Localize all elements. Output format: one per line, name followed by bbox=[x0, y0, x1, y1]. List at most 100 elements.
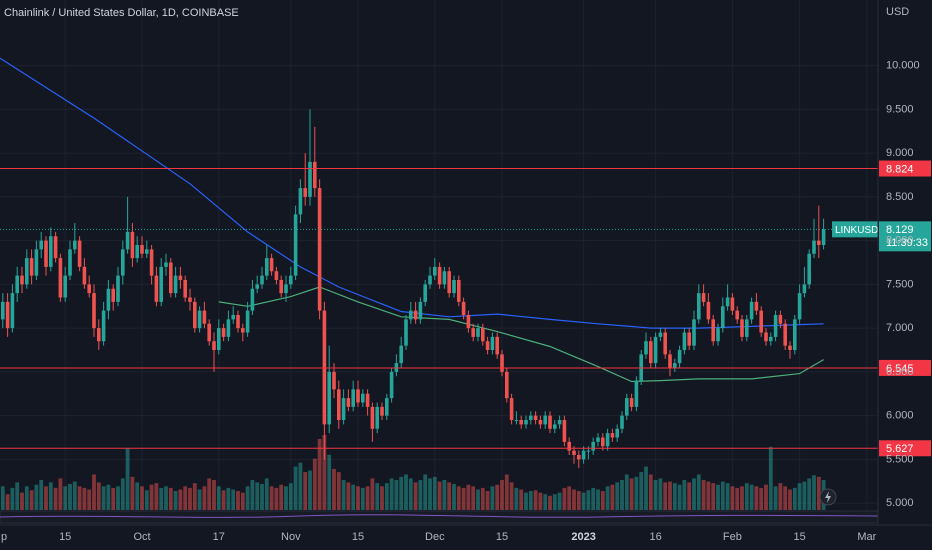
candle-body bbox=[634, 380, 639, 407]
candle-body bbox=[428, 275, 432, 285]
volume-bar bbox=[82, 487, 87, 510]
candle-body bbox=[298, 188, 303, 215]
volume-bar bbox=[682, 480, 687, 510]
candle-body bbox=[226, 319, 231, 337]
x-tick-label: 2023 bbox=[571, 531, 595, 543]
candle-body bbox=[495, 336, 499, 355]
volume-bar bbox=[720, 481, 725, 510]
volume-bar bbox=[663, 482, 668, 510]
candle-body bbox=[279, 280, 283, 294]
level-label: 8.824 bbox=[886, 163, 914, 175]
volume-bar bbox=[740, 486, 744, 510]
volume-bar bbox=[20, 492, 24, 510]
volume-bar bbox=[730, 486, 735, 510]
candle-body bbox=[519, 420, 523, 425]
candle-body bbox=[721, 306, 725, 329]
countdown-label: 11:39:33 bbox=[886, 237, 928, 249]
volume-bar bbox=[658, 478, 663, 510]
volume-bar bbox=[384, 483, 389, 510]
y-tick-label: 10.000 bbox=[886, 60, 920, 72]
volume-bar bbox=[34, 484, 39, 510]
candle-body bbox=[481, 328, 485, 342]
candle-body bbox=[101, 310, 106, 342]
candle-body bbox=[121, 249, 125, 276]
candle-body bbox=[53, 236, 58, 259]
volume-bar bbox=[245, 486, 250, 510]
volume-bar bbox=[768, 446, 773, 510]
candle-body bbox=[106, 288, 111, 311]
volume-bar bbox=[404, 474, 408, 510]
candle-layer bbox=[0, 109, 826, 469]
candle-body bbox=[380, 406, 384, 416]
candle-body bbox=[317, 188, 322, 311]
candle-body bbox=[658, 332, 663, 337]
candle-body bbox=[289, 275, 293, 285]
candle-body bbox=[58, 258, 63, 298]
candle-body bbox=[677, 350, 682, 364]
candle-body bbox=[0, 301, 5, 320]
candle-body bbox=[514, 420, 519, 421]
volume-bar bbox=[346, 482, 351, 510]
candle-body bbox=[452, 280, 456, 294]
level-label-box bbox=[879, 160, 931, 177]
volume-bar bbox=[135, 482, 140, 510]
volume-bar bbox=[221, 490, 226, 510]
candle-body bbox=[97, 328, 101, 342]
volume-bar bbox=[303, 472, 308, 510]
candle-body bbox=[572, 450, 576, 455]
candle-body bbox=[524, 420, 528, 425]
candle-body bbox=[812, 240, 816, 254]
volume-bar bbox=[87, 489, 92, 510]
candle-body bbox=[457, 280, 461, 302]
axis-layer: 5.000 5.500 6.000 6.500 7.000 7.500 8.000 8.500… bbox=[1, 60, 920, 543]
candle-body bbox=[773, 315, 778, 337]
candle-body bbox=[284, 284, 288, 294]
x-tick-label: 16 bbox=[649, 531, 661, 543]
volume-bar bbox=[773, 486, 778, 510]
candle-body bbox=[130, 231, 135, 259]
volume-bar bbox=[159, 487, 164, 510]
candle-body bbox=[236, 315, 240, 329]
volume-bar bbox=[456, 486, 461, 510]
candle-body bbox=[20, 275, 24, 285]
volume-bar bbox=[164, 486, 168, 510]
volume-bar bbox=[696, 474, 701, 510]
volume-bar bbox=[639, 472, 644, 510]
volume-bar bbox=[365, 486, 370, 510]
volume-bar bbox=[624, 474, 629, 510]
volume-bar bbox=[240, 492, 245, 510]
volume-bar bbox=[183, 486, 188, 510]
x-tick-label: 15 bbox=[793, 531, 805, 543]
level-label-box bbox=[879, 359, 931, 376]
candle-body bbox=[202, 310, 207, 324]
candle-body bbox=[370, 406, 375, 429]
y-tick-label: 6.500 bbox=[886, 366, 914, 378]
y-tick-label: 6.000 bbox=[886, 410, 914, 422]
y-tick-label: 8.000 bbox=[886, 235, 914, 247]
candle-body bbox=[476, 328, 480, 337]
candle-body bbox=[346, 398, 351, 407]
volume-bar bbox=[533, 490, 538, 510]
candle-body bbox=[797, 293, 802, 320]
candle-body bbox=[711, 319, 715, 342]
x-tick-label: Oct bbox=[133, 531, 150, 543]
volume-bar bbox=[620, 480, 624, 510]
volume-bar bbox=[274, 487, 279, 510]
volume-bar bbox=[485, 491, 490, 510]
candle-body bbox=[92, 293, 96, 329]
x-tick-label: 17 bbox=[213, 531, 225, 543]
volume-bar bbox=[15, 482, 20, 510]
candle-body bbox=[802, 284, 807, 294]
volume-bar bbox=[130, 476, 135, 510]
candle-body bbox=[308, 161, 312, 197]
candle-body bbox=[231, 315, 235, 320]
candle-body bbox=[783, 323, 787, 346]
candle-body bbox=[173, 275, 178, 294]
volume-bar bbox=[168, 487, 173, 510]
volume-bar bbox=[687, 482, 692, 510]
volume-bar bbox=[144, 490, 149, 510]
volume-bar bbox=[380, 486, 384, 510]
volume-bar bbox=[644, 466, 648, 510]
candle-body bbox=[217, 328, 221, 350]
